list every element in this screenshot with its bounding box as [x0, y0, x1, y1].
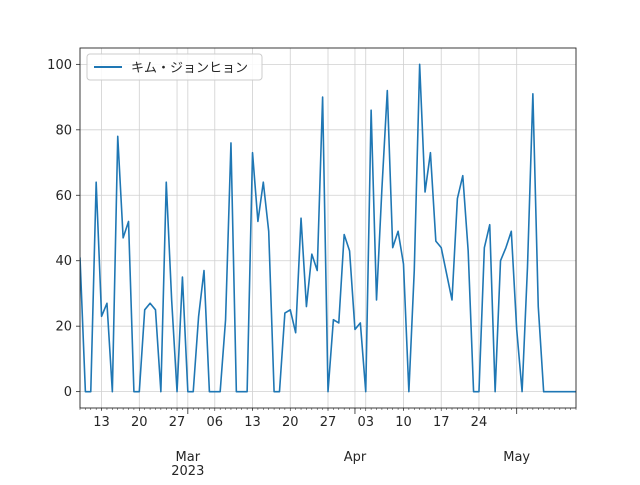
- x-major-tick-label: Mar: [176, 450, 201, 465]
- x-minor-tick-label: 24: [471, 415, 488, 430]
- legend-frame: [86, 53, 263, 81]
- series-layer: [80, 63, 576, 393]
- y-tick-label: 80: [55, 123, 72, 138]
- y-tick-label: 20: [55, 320, 72, 335]
- x-minor-tick-label: 27: [320, 415, 337, 430]
- y-tick-label: 0: [64, 385, 72, 400]
- x-minor-tick-label: 10: [395, 415, 412, 430]
- series-line-0: [80, 63, 576, 393]
- x-major-tick-label: Apr: [344, 450, 367, 465]
- x-minor-tick-label: 13: [244, 415, 261, 430]
- x-minor-tick-label: 17: [433, 415, 450, 430]
- x-minor-tick-label: 13: [93, 415, 110, 430]
- x-minor-tick-label: 06: [207, 415, 224, 430]
- plot-frame: [79, 47, 577, 409]
- x-minor-tick-label: 20: [131, 415, 148, 430]
- x-year-label: 2023: [171, 464, 204, 479]
- legend: キム・ジョンヒョン: [86, 53, 263, 81]
- legend-label-series-0: キム・ジョンヒョン: [131, 61, 248, 76]
- x-minor-tick-label: 03: [357, 415, 374, 430]
- x-minor-tick-label: 20: [282, 415, 299, 430]
- x-major-tick-label: May: [503, 450, 530, 465]
- y-tick-label: 40: [55, 254, 72, 269]
- x-minor-tick-label: 27: [169, 415, 186, 430]
- y-tick-label: 100: [47, 58, 72, 73]
- y-tick-label: 60: [55, 189, 72, 204]
